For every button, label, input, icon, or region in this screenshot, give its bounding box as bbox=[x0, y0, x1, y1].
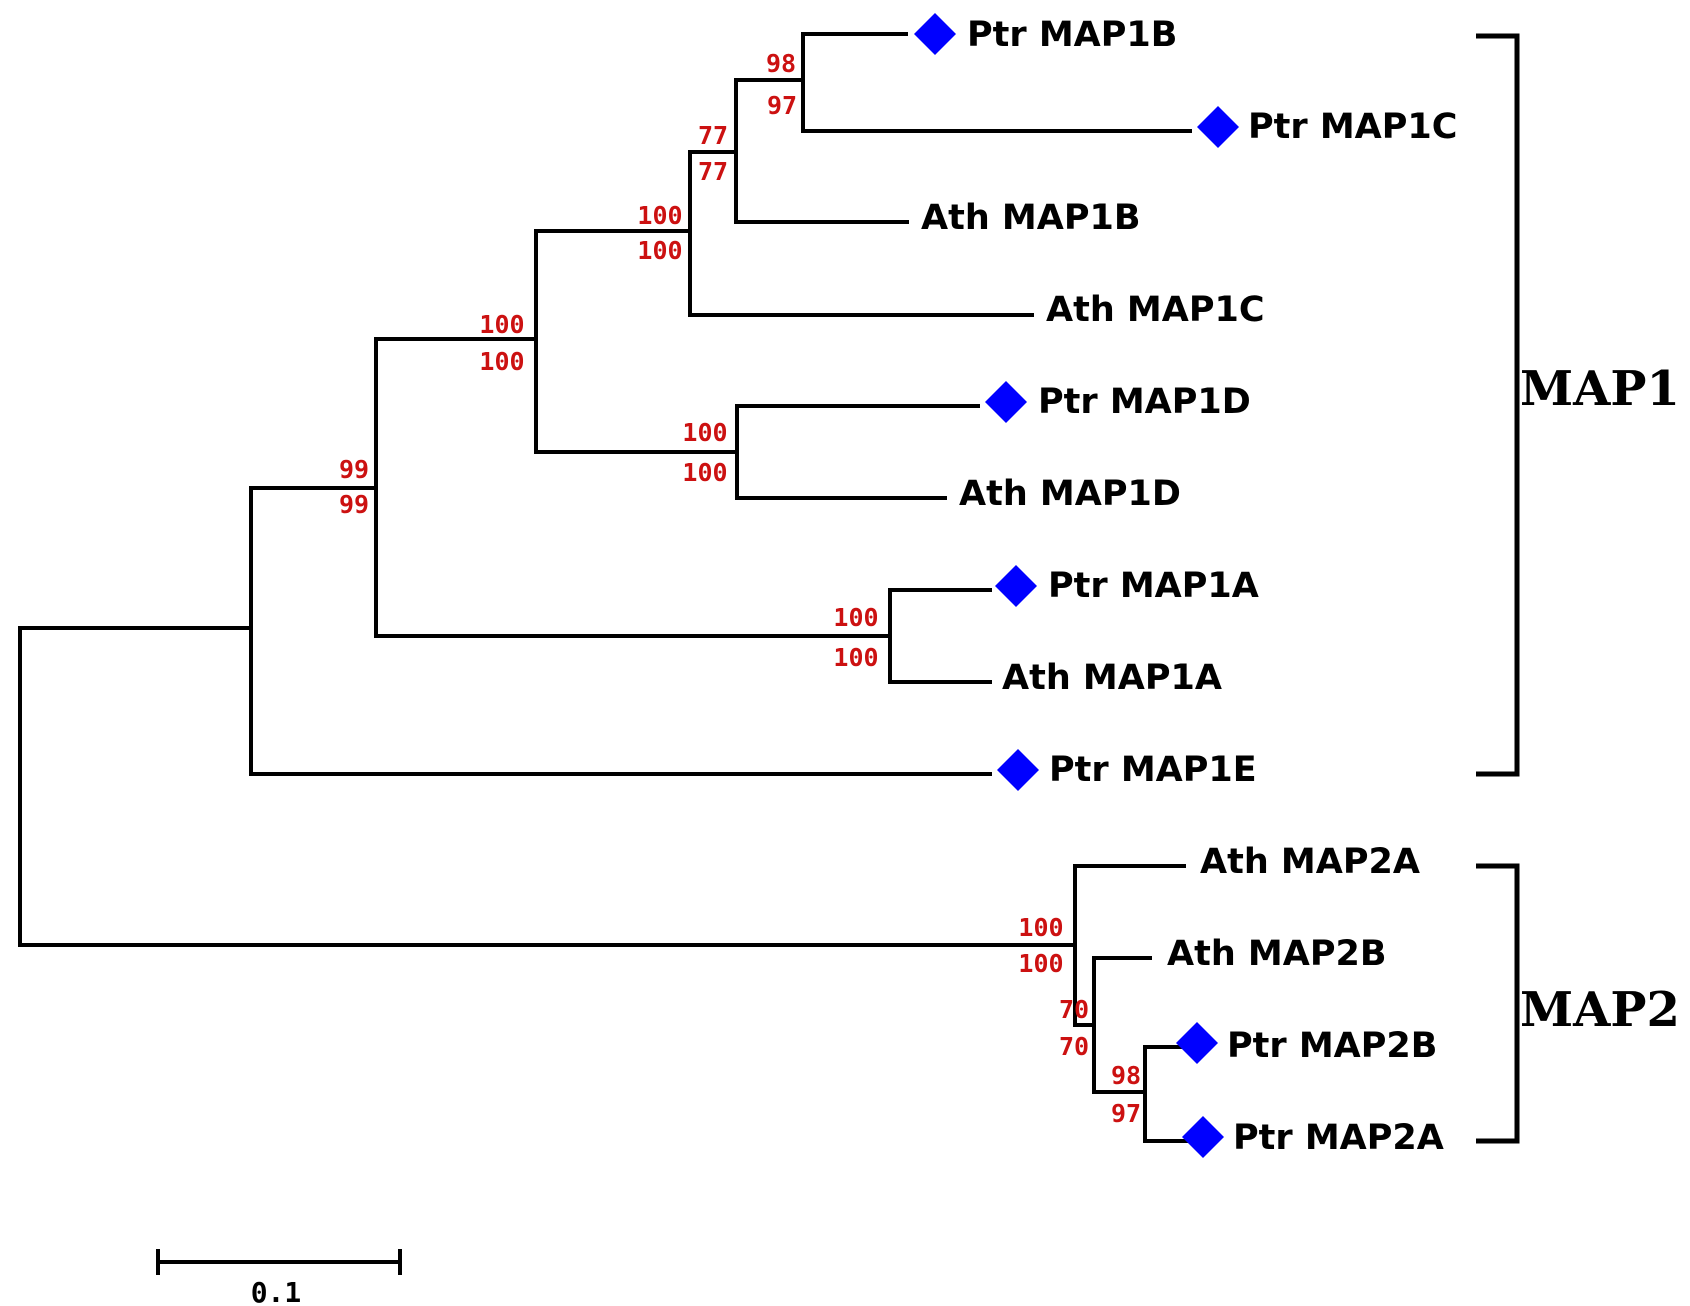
leaf-label-ptr-map1c: Ptr MAP1C bbox=[1248, 107, 1457, 147]
diamond-marker-ptr-map1b bbox=[914, 13, 956, 55]
bootstrap-upper-ptr-map1bc: 98 bbox=[766, 49, 796, 78]
bootstrap-upper-map1d: 100 bbox=[682, 418, 727, 447]
leaf-label-ptr-map1e: Ptr MAP1E bbox=[1049, 750, 1257, 790]
leaf-label-ptr-map2b: Ptr MAP2B bbox=[1227, 1026, 1437, 1066]
bootstrap-lower-map1bc: 100 bbox=[637, 236, 682, 265]
scale-bar: 0.1 bbox=[156, 1249, 402, 1306]
group-label-map1: MAP1 bbox=[1520, 361, 1680, 417]
bootstrap-upper-ptr-map2: 98 bbox=[1111, 1061, 1141, 1090]
bracket-map2 bbox=[1476, 863, 1520, 1144]
bootstrap-lower-map1bcd: 100 bbox=[479, 347, 524, 376]
bootstrap-lower-map2: 100 bbox=[1018, 949, 1063, 978]
bracket-map1 bbox=[1476, 33, 1520, 777]
leaf-label-ptr-map1d: Ptr MAP1D bbox=[1038, 382, 1251, 422]
leaf-label-ptr-map1b: Ptr MAP1B bbox=[967, 15, 1177, 55]
group-brackets: MAP1 MAP2 bbox=[1476, 33, 1680, 1144]
bootstrap-upper-map2: 100 bbox=[1018, 913, 1063, 942]
leaf-label-ath-map1c: Ath MAP1C bbox=[1046, 290, 1265, 330]
bootstrap-lower-map1a: 100 bbox=[833, 643, 878, 672]
scale-bar-line bbox=[156, 1249, 402, 1275]
bootstrap-upper-map1bc: 100 bbox=[637, 201, 682, 230]
leaf-label-ptr-map2a: Ptr MAP2A bbox=[1233, 1118, 1444, 1158]
diamond-marker-ptr-map1c bbox=[1197, 106, 1239, 148]
bootstrap-lower-ptr-map1bc: 97 bbox=[767, 91, 797, 120]
tree-branches bbox=[18, 32, 1192, 1143]
bootstrap-lower-map1d: 100 bbox=[682, 458, 727, 487]
bootstrap-lower-ptr-map2: 97 bbox=[1111, 1099, 1141, 1128]
diamond-marker-ptr-map1d bbox=[985, 381, 1027, 423]
bootstrap-upper-map1b-ath: 77 bbox=[698, 121, 728, 150]
leaf-label-ath-map2a: Ath MAP2A bbox=[1200, 842, 1420, 882]
diamond-marker-ptr-map2a bbox=[1182, 1116, 1224, 1158]
bootstrap-values: 98 97 77 77 100 100 100 100 100 100 99 9… bbox=[339, 49, 1141, 1128]
group-label-map2: MAP2 bbox=[1520, 982, 1680, 1038]
bootstrap-upper-map1a: 100 bbox=[833, 603, 878, 632]
bootstrap-lower-map1abcd: 99 bbox=[339, 490, 369, 519]
leaf-label-ath-map2b: Ath MAP2B bbox=[1167, 934, 1387, 974]
bootstrap-upper-map2-inner: 70 bbox=[1059, 995, 1089, 1024]
diamond-marker-ptr-map1e bbox=[997, 749, 1039, 791]
bootstrap-upper-map1bcd: 100 bbox=[479, 310, 524, 339]
leaf-labels: Ptr MAP1B Ptr MAP1C Ath MAP1B Ath MAP1C … bbox=[921, 15, 1457, 1158]
diamond-marker-ptr-map1a bbox=[995, 565, 1037, 607]
scale-bar-label: 0.1 bbox=[251, 1276, 302, 1306]
bootstrap-upper-map1abcd: 99 bbox=[339, 455, 369, 484]
diamond-marker-ptr-map2b bbox=[1176, 1022, 1218, 1064]
ptr-markers bbox=[914, 13, 1239, 1158]
leaf-label-ath-map1b: Ath MAP1B bbox=[921, 198, 1141, 238]
leaf-label-ath-map1a: Ath MAP1A bbox=[1002, 658, 1222, 698]
bootstrap-lower-map2-inner: 70 bbox=[1059, 1032, 1089, 1061]
leaf-label-ath-map1d: Ath MAP1D bbox=[959, 474, 1181, 514]
leaf-label-ptr-map1a: Ptr MAP1A bbox=[1048, 566, 1259, 606]
bootstrap-lower-map1b-ath: 77 bbox=[698, 157, 728, 186]
